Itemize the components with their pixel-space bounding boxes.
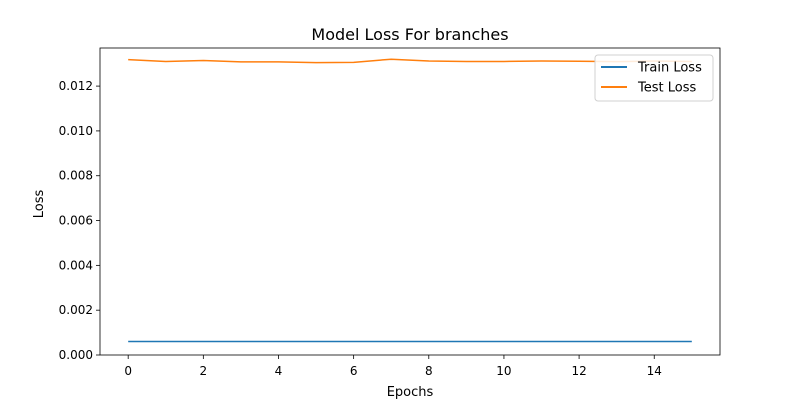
y-tick-label: 0.010 xyxy=(59,124,93,138)
x-axis-label: Epochs xyxy=(387,385,434,400)
y-tick-label: 0.008 xyxy=(59,169,93,183)
y-tick-label: 0.012 xyxy=(59,79,93,93)
x-tick-label: 6 xyxy=(350,364,358,378)
legend-label: Test Loss xyxy=(637,81,696,96)
legend-label: Train Loss xyxy=(637,61,702,76)
axes-frame xyxy=(99,47,721,356)
y-axis-label: Loss xyxy=(32,190,47,219)
x-tick-label: 10 xyxy=(496,364,511,378)
x-tick-label: 8 xyxy=(425,364,433,378)
x-tick-label: 0 xyxy=(124,364,132,378)
y-tick-label: 0.002 xyxy=(59,303,93,317)
chart-title: Model Loss For branches xyxy=(311,25,508,44)
y-tick-label: 0.004 xyxy=(59,258,93,272)
x-tick-label: 14 xyxy=(647,364,662,378)
x-tick-label: 2 xyxy=(200,364,208,378)
plot-area: 0 2 4 6 8 10 12 14 0.000 0.002 0.004 0.006 0.008 0.01… xyxy=(59,47,721,378)
x-tick-label: 4 xyxy=(275,364,283,378)
y-tick-label: 0.006 xyxy=(59,214,93,228)
y-tick-label: 0.000 xyxy=(59,348,93,362)
x-tick-label: 12 xyxy=(571,364,586,378)
